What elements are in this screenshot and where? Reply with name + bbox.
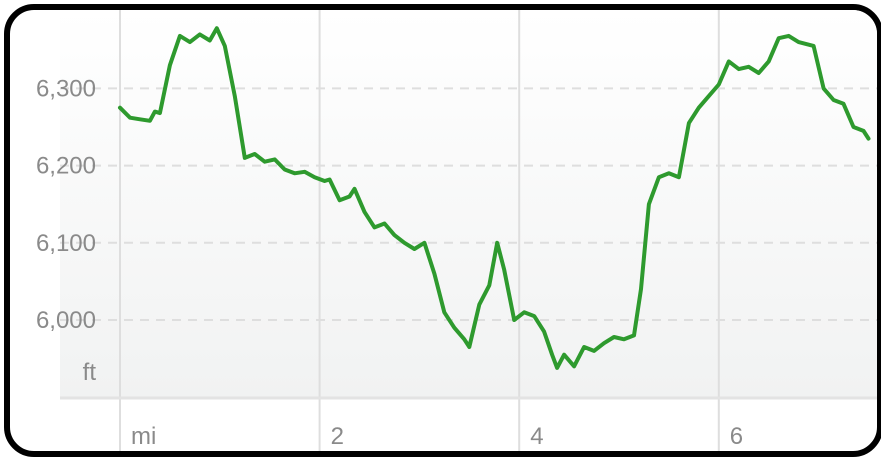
y-tick-label: 6,200 — [36, 153, 96, 180]
elevation-chart-card: 6,000 6,100 6,200 6,300 mi 2 4 6 ft — [4, 4, 881, 457]
y-tick-label: 6,100 — [36, 230, 96, 257]
x-tick-label: 6 — [730, 423, 743, 450]
elevation-series-line — [118, 26, 871, 370]
x-tick-label: mi — [131, 423, 156, 450]
elevation-chart: 6,000 6,100 6,200 6,300 mi 2 4 6 ft — [36, 10, 877, 451]
y-tick-label: 6,300 — [36, 75, 96, 102]
y-unit-label: ft — [83, 359, 97, 386]
plot-area — [60, 10, 877, 398]
x-tick-label: 2 — [331, 423, 344, 450]
x-tick-label: 4 — [530, 423, 543, 450]
y-tick-label: 6,000 — [36, 307, 96, 334]
